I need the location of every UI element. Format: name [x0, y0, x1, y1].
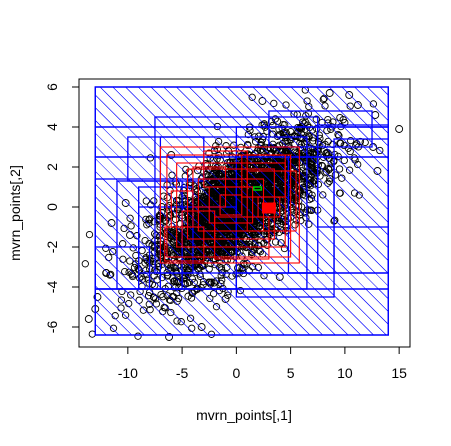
y-tick-label: 6 [44, 83, 60, 91]
outer-box [94, 178, 238, 290]
inner-partition-boxes [159, 146, 300, 264]
inner-box [166, 154, 292, 258]
inner-box [170, 190, 194, 228]
x-tick-label: 10 [337, 365, 353, 381]
x-axis-title: mvrn_points[,1] [196, 407, 292, 423]
outer-box [235, 126, 389, 274]
inner-box [176, 162, 286, 248]
y-tick-label: 2 [44, 163, 60, 171]
x-axis: -10 -5 0 5 10 15 [118, 346, 407, 381]
y-axis: -6 -4 -2 0 2 4 6 [44, 83, 80, 334]
outer-box [138, 186, 194, 274]
outlier-point [84, 315, 93, 323]
x-tick-label: -5 [176, 365, 189, 381]
x-tick-label: 15 [391, 365, 407, 381]
data-point [70, 296, 76, 302]
outer-box [94, 86, 389, 128]
outlier-point [395, 125, 404, 133]
outer-box [235, 272, 335, 298]
inner-box [214, 216, 270, 260]
inner-box [192, 166, 227, 208]
x-tick-label: 0 [232, 365, 240, 381]
y-tick-label: -2 [44, 241, 60, 254]
data-point [85, 230, 94, 239]
outer-box [317, 124, 389, 228]
highlight-box [252, 186, 263, 191]
y-tick-label: -4 [44, 281, 60, 294]
y-axis-title: mvrn_points[,2] [7, 165, 23, 261]
inner-box [257, 196, 281, 218]
data-point [88, 330, 96, 338]
outer-box [268, 110, 373, 148]
x-tick-label: 5 [287, 365, 295, 381]
y-tick-label: -6 [44, 321, 60, 334]
x-tick-label: -10 [118, 365, 138, 381]
highlight-boxes [252, 186, 263, 191]
y-tick-label: 4 [44, 123, 60, 131]
inner-filled-box [261, 202, 276, 214]
outer-box [94, 246, 151, 290]
inner-box [246, 170, 297, 232]
data-point [81, 260, 89, 268]
outer-box [94, 288, 389, 336]
inner-box [219, 194, 243, 216]
y-tick-label: 0 [44, 203, 60, 211]
inner-box [159, 146, 300, 264]
